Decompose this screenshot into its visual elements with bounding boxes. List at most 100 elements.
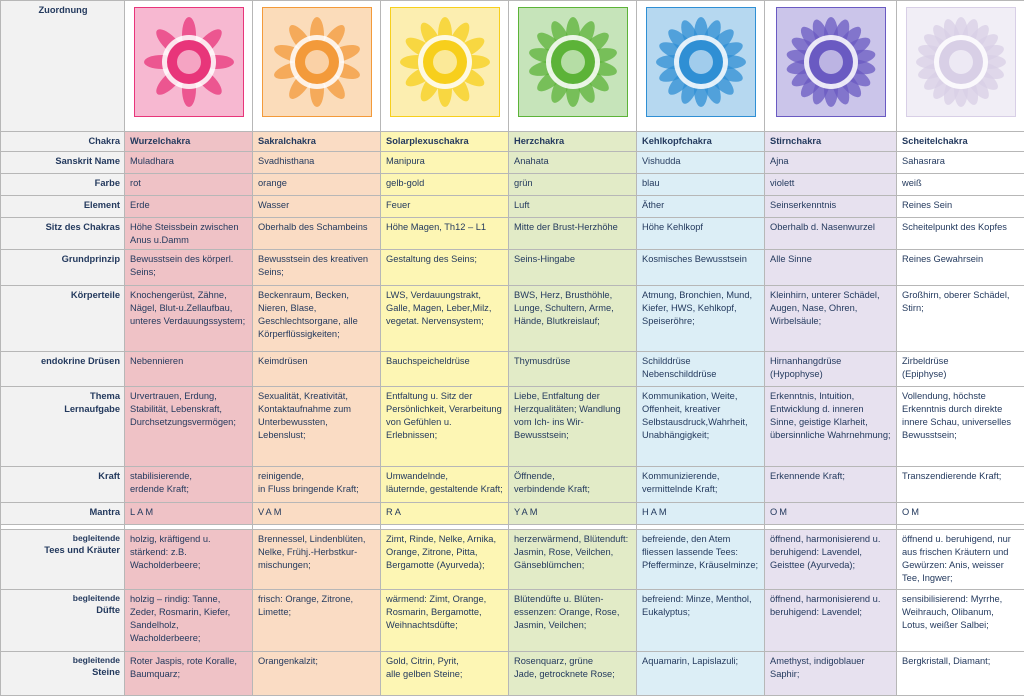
table-cell: Manipura <box>380 151 509 174</box>
table-cell: Wasser <box>252 195 381 218</box>
table-cell: Knochengerüst, Zähne, Nägel, Blut-u.Zell… <box>124 285 253 352</box>
table-cell: Kommunizierende, vermittelnde Kraft; <box>636 466 765 503</box>
table-cell: öffnend, harmonisierend u. beruhigend: L… <box>764 589 897 652</box>
table-cell: Anahata <box>508 151 637 174</box>
row-label-druesen: endokrine Drüsen <box>0 351 125 387</box>
row-label-tees-small: begleitende <box>72 533 120 543</box>
row-label-steine-main: Steine <box>92 667 120 677</box>
table-cell: Alle Sinne <box>764 249 897 286</box>
mantra-cell: RA <box>380 502 509 525</box>
row-kraft: Kraft stabilisierende, erdende Kraft; re… <box>0 466 1024 503</box>
table-cell: Ajna <box>764 151 897 174</box>
row-label-duefte: begleitende Düfte <box>0 589 125 652</box>
table-cell: Oberhalb d. Nasenwurzel <box>764 217 897 250</box>
row-grundprinzip: Grundprinzip Bewusstsein des körperl. Se… <box>0 249 1024 286</box>
row-mantra: Mantra LAM VAM RA YAM HAM OM OM <box>0 502 1024 525</box>
table-cell: Atmung, Bronchien, Mund, Kiefer, HWS, Ke… <box>636 285 765 352</box>
mandala-graphic <box>776 7 886 117</box>
row-label-grundprinzip: Grundprinzip <box>0 249 125 286</box>
throat-chakra-image <box>636 0 765 132</box>
row-farbe: Farbe rot orange gelb-gold grün blau vio… <box>0 173 1024 196</box>
table-cell: Höhe Magen, Th12 – L1 <box>380 217 509 250</box>
table-cell: stabilisierende, erdende Kraft; <box>124 466 253 503</box>
table-cell: Kommunikation, Weite, Offenheit, kreativ… <box>636 386 765 467</box>
table-cell: Vollendung, höchste Erkenntnis durch dir… <box>896 386 1024 467</box>
table-cell: Erde <box>124 195 253 218</box>
chakra-name-cell: Scheitelchakra <box>896 131 1024 152</box>
table-cell: Vishudda <box>636 151 765 174</box>
row-label-kraft: Kraft <box>0 466 125 503</box>
row-label-mantra: Mantra <box>0 502 125 525</box>
chakra-name-cell: Herzchakra <box>508 131 637 152</box>
mandala-graphic <box>646 7 756 117</box>
row-label-duefte-small: begleitende <box>72 593 120 603</box>
table-cell: Scheitelpunkt des Kopfes <box>896 217 1024 250</box>
table-cell: rot <box>124 173 253 196</box>
row-steine: begleitende Steine Roter Jaspis, rote Kor… <box>0 651 1024 696</box>
chakra-name-cell: Kehlkopfchakra <box>636 131 765 152</box>
row-sanskrit: Sanskrit Name Muladhara Svadhisthana Man… <box>0 151 1024 174</box>
image-row: Zuordnung <box>0 0 1024 132</box>
solar-plexus-chakra-image <box>380 0 509 132</box>
row-label-sitz: Sitz des Chakras <box>0 217 125 250</box>
table-cell: befreiende, den Atem fliessen lassende T… <box>636 529 765 590</box>
table-cell: holzig – rindig: Tanne, Zeder, Rosmarin,… <box>124 589 253 652</box>
table-cell: öffnend, harmonisierend u. beruhigend: L… <box>764 529 897 590</box>
mandala-graphic <box>390 7 500 117</box>
table-cell: Kleinhirn, unterer Schädel, Augen, Nase,… <box>764 285 897 352</box>
table-cell: Kosmisches Bewusstsein <box>636 249 765 286</box>
chakra-name-cell: Wurzelchakra <box>124 131 253 152</box>
row-label-duefte-main: Düfte <box>96 605 120 615</box>
row-koerperteile: Körperteile Knochengerüst, Zähne, Nägel,… <box>0 285 1024 352</box>
mantra-cell: OM <box>764 502 897 525</box>
table-cell: Beckenraum, Becken, Nieren, Blase, Gesch… <box>252 285 381 352</box>
table-cell: Seinserkenntnis <box>764 195 897 218</box>
table-cell: grün <box>508 173 637 196</box>
table-cell: weiß <box>896 173 1024 196</box>
table-cell: Bewusstsein des kreativen Seins; <box>252 249 381 286</box>
sacral-chakra-image <box>252 0 381 132</box>
row-label-farbe: Farbe <box>0 173 125 196</box>
table-cell: Seins-Hingabe <box>508 249 637 286</box>
mantra-cell: LAM <box>124 502 253 525</box>
table-cell: Amethyst, indigoblauer Saphir; <box>764 651 897 696</box>
table-cell: Feuer <box>380 195 509 218</box>
row-duefte: begleitende Düfte holzig – rindig: Tanne,… <box>0 589 1024 652</box>
crown-chakra-image <box>896 0 1024 132</box>
table-cell: Entfaltung u. Sitz der Persönlichkeit, V… <box>380 386 509 467</box>
table-cell: Sahasrara <box>896 151 1024 174</box>
table-cell: Bergkristall, Diamant; <box>896 651 1024 696</box>
table-cell: Muladhara <box>124 151 253 174</box>
mandala-graphic <box>134 7 244 117</box>
mantra-cell: VAM <box>252 502 381 525</box>
heart-chakra-image <box>508 0 637 132</box>
table-cell: Hirnanhangdrüse (Hypophyse) <box>764 351 897 387</box>
table-cell: Höhe Kehlkopf <box>636 217 765 250</box>
table-cell: herzerwärmend, Blütenduft: Jasmin, Rose,… <box>508 529 637 590</box>
table-cell: sensibilisierend: Myrrhe, Weihrauch, Oli… <box>896 589 1024 652</box>
table-cell: frisch: Orange, Zitrone, Limette; <box>252 589 381 652</box>
root-chakra-image <box>124 0 253 132</box>
table-cell: Bewusstsein des körperl. Seins; <box>124 249 253 286</box>
row-druesen: endokrine Drüsen Nebennieren Keimdrüsen … <box>0 351 1024 387</box>
row-label-chakra: Chakra <box>0 131 125 152</box>
table-cell: Roter Jaspis, rote Koralle, Baumquarz; <box>124 651 253 696</box>
table-cell: Erkennende Kraft; <box>764 466 897 503</box>
table-cell: Urvertrauen, Erdung, Stabilität, Lebensk… <box>124 386 253 467</box>
row-chakra: Chakra Wurzelchakra Sakralchakra Solarpl… <box>0 131 1024 152</box>
table-cell: Reines Sein <box>896 195 1024 218</box>
chakra-name-cell: Stirnchakra <box>764 131 897 152</box>
mantra-cell: YAM <box>508 502 637 525</box>
row-label-element: Element <box>0 195 125 218</box>
third-eye-chakra-image <box>764 0 897 132</box>
table-cell: befreiend: Minze, Menthol, Eukalyptus; <box>636 589 765 652</box>
table-cell: Öffnende, verbindende Kraft; <box>508 466 637 503</box>
table-cell: Brennessel, Lindenblüten, Nelke, Frühj.-… <box>252 529 381 590</box>
table-cell: Transzendierende Kraft; <box>896 466 1024 503</box>
row-label-steine: begleitende Steine <box>0 651 125 696</box>
table-cell: Luft <box>508 195 637 218</box>
table-cell: orange <box>252 173 381 196</box>
table-cell: Keimdrüsen <box>252 351 381 387</box>
